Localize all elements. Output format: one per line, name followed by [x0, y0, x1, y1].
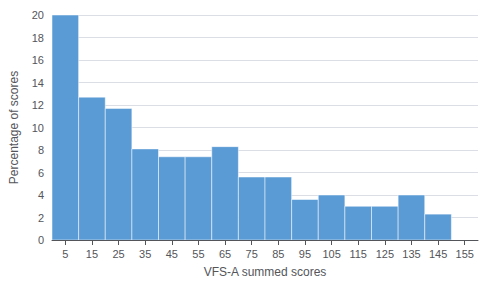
- svg-text:45: 45: [166, 248, 178, 260]
- svg-text:0: 0: [38, 234, 44, 246]
- svg-text:Percentage of scores: Percentage of scores: [7, 71, 21, 184]
- svg-text:5: 5: [62, 248, 68, 260]
- svg-text:VFS-A summed scores: VFS-A summed scores: [204, 265, 327, 279]
- svg-text:15: 15: [86, 248, 98, 260]
- svg-text:4: 4: [38, 189, 44, 201]
- svg-text:145: 145: [429, 248, 447, 260]
- svg-text:155: 155: [456, 248, 474, 260]
- svg-text:35: 35: [139, 248, 151, 260]
- svg-text:75: 75: [246, 248, 258, 260]
- svg-text:95: 95: [299, 248, 311, 260]
- svg-text:65: 65: [219, 248, 231, 260]
- svg-text:10: 10: [32, 122, 44, 134]
- svg-text:12: 12: [32, 99, 44, 111]
- svg-text:135: 135: [402, 248, 420, 260]
- svg-text:14: 14: [32, 77, 44, 89]
- svg-text:18: 18: [32, 32, 44, 44]
- svg-text:20: 20: [32, 9, 44, 21]
- svg-text:25: 25: [112, 248, 124, 260]
- svg-text:16: 16: [32, 54, 44, 66]
- svg-text:115: 115: [349, 248, 367, 260]
- svg-text:6: 6: [38, 167, 44, 179]
- svg-text:8: 8: [38, 144, 44, 156]
- svg-text:105: 105: [322, 248, 340, 260]
- svg-text:125: 125: [376, 248, 394, 260]
- svg-text:85: 85: [272, 248, 284, 260]
- svg-text:55: 55: [192, 248, 204, 260]
- svg-text:2: 2: [38, 212, 44, 224]
